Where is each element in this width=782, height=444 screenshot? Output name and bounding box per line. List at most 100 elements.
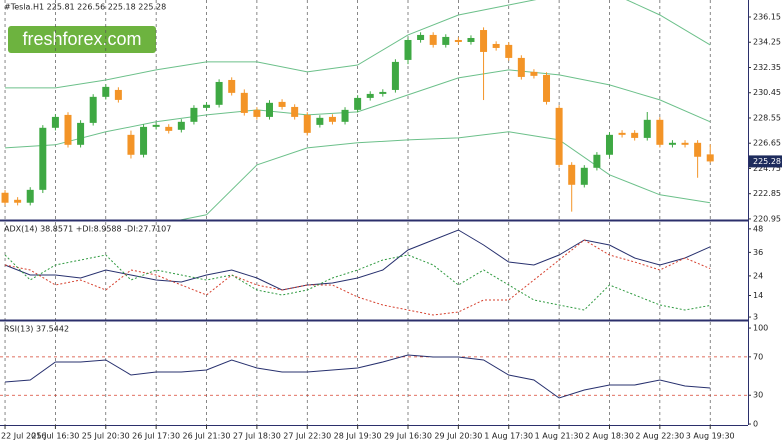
candle-body [643,119,651,138]
candle-body [253,109,261,117]
candle-body [618,132,626,135]
candle-body [1,192,9,203]
candle-body [127,134,135,155]
x-tick-label: 2 Aug 18:30 [585,432,634,441]
panel [4,222,711,320]
candle-body [215,81,223,105]
candle-body [454,39,462,42]
x-tick-label: 25 Jul 20:30 [82,432,130,441]
y-tick-label: 30 [753,391,763,400]
x-tick-label: 26 Jul 17:30 [132,432,180,441]
candle-body [366,93,374,98]
candle-body [379,91,387,94]
indicator-line [4,254,711,311]
y-tick-label: 234.25 [753,38,781,47]
candle-body [631,132,639,138]
x-tick-label: 29 Jul 20:30 [434,432,482,441]
candle-body [64,114,72,145]
y-tick-label: 0 [753,420,758,429]
candle-body [404,39,412,60]
price-tag-label: 225.28 [753,157,781,166]
candle-body [190,107,198,122]
y-tick-label: 224.75 [753,164,781,173]
candle-body [517,57,525,77]
y-tick-label: 14 [753,291,763,300]
panel [1,0,714,220]
candle-body [152,124,160,127]
candle-body [114,89,122,100]
x-tick-label: 22 Jul 2016 [1,432,46,441]
y-tick-label: 3 [753,313,758,322]
y-tick-label: 24 [753,271,763,280]
candle-body [605,134,613,155]
indicator-line [4,229,711,291]
panel-title: RSI(13) 37.5442 [4,325,69,334]
y-tick-label: 48 [753,224,763,233]
candle-body [467,37,475,42]
y-tick-label: 70 [753,352,763,361]
candle-body [278,101,286,107]
candle-body [706,154,714,162]
candle-body [694,142,702,157]
candle-body [429,34,437,45]
candle-body [530,71,538,76]
x-tick-label: 1 Aug 21:30 [535,432,584,441]
candle-body [328,116,336,122]
candle-body [102,86,110,97]
candle-body [555,107,563,165]
candle-body [291,106,299,117]
y-tick-label: 222.85 [753,189,781,198]
y-tick-label: 236.15 [753,13,781,22]
x-tick-label: 27 Jul 22:30 [283,432,331,441]
candle-body [442,36,450,45]
candle-body [177,121,185,130]
candle-body [140,126,148,155]
x-tick-label: 28 Jul 19:30 [334,432,382,441]
x-tick-label: 1 Aug 17:30 [484,432,533,441]
candle-body [240,92,248,113]
candle-body [480,30,488,52]
candle-body [26,189,34,203]
candle-body [354,97,362,110]
candle-body [505,44,513,58]
band-line [5,0,711,89]
logo: freshforex.com [22,29,141,49]
x-tick-label: 26 Jul 21:30 [183,432,231,441]
indicator-line [4,354,711,399]
candle-body [391,61,399,90]
y-tick-label: 220.95 [753,214,781,223]
price-tag [749,155,782,168]
candle-body [203,104,211,108]
candle-body [77,122,85,145]
candle-body [303,114,311,133]
candle-body [593,154,601,168]
y-tick-label: 232.35 [753,63,781,72]
indicator-line [4,239,711,316]
candle-body [417,34,425,40]
candle-body [39,127,47,190]
candle-body [89,96,97,123]
logo-box [8,26,156,53]
x-tick-label: 3 Aug 19:30 [686,432,735,441]
panel [0,322,748,425]
x-tick-label: 2 Aug 22:30 [635,432,684,441]
x-tick-label: 27 Jul 18:30 [233,432,281,441]
band-line [177,131,711,220]
candle-body [165,126,173,131]
candle-body [568,164,576,185]
candle-body [14,199,22,203]
candle-body [580,167,588,185]
x-tick-label: 25 Jul 16:30 [31,432,79,441]
x-tick-label: 29 Jul 16:30 [384,432,432,441]
candle-body [543,74,551,102]
y-tick-label: 36 [753,248,763,257]
y-tick-label: 230.45 [753,88,781,97]
y-tick-label: 100 [753,324,768,333]
y-tick-label: 226.65 [753,139,781,148]
candle-body [228,79,236,93]
candle-body [681,142,689,145]
panel-title: #Tesla.H1 225.81 226.56 225.18 225.28 [4,3,166,12]
candle-body [265,102,273,117]
